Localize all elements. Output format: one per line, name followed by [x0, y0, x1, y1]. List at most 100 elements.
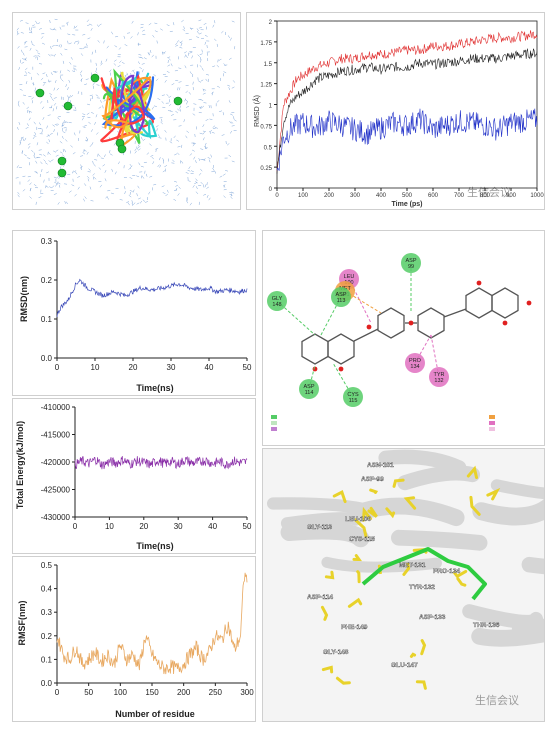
ion-sphere — [117, 144, 127, 154]
water-molecule — [148, 23, 152, 26]
water-molecule — [26, 123, 30, 127]
water-molecule — [111, 168, 113, 172]
solvated-system-panel — [12, 12, 241, 210]
water-molecule — [138, 162, 141, 166]
water-molecule — [82, 34, 86, 36]
water-molecule — [153, 105, 157, 107]
water-molecule — [34, 56, 38, 59]
water-molecule — [198, 80, 201, 83]
water-molecule — [97, 40, 100, 43]
water-molecule — [204, 147, 208, 149]
water-molecule — [46, 74, 48, 78]
water-molecule — [191, 55, 193, 59]
water-molecule — [24, 154, 27, 157]
residue-label-3d: ASP-133 — [419, 614, 446, 621]
water-molecule — [198, 98, 202, 101]
background-helix — [280, 512, 362, 530]
water-molecule — [53, 176, 57, 179]
water-molecule — [89, 94, 93, 97]
water-molecule — [88, 168, 91, 171]
rmsd-ns-ylabel: RMSD(nm) — [19, 276, 29, 322]
water-molecule — [101, 126, 105, 129]
water-molecule — [36, 72, 40, 76]
water-molecule — [142, 199, 146, 202]
water-molecule — [77, 91, 80, 95]
water-molecule — [49, 95, 52, 99]
water-molecule — [138, 56, 142, 59]
water-molecule — [157, 98, 161, 100]
water-molecule — [134, 150, 137, 154]
water-molecule — [156, 40, 158, 44]
water-molecule — [67, 87, 69, 91]
water-molecule — [198, 172, 202, 176]
water-molecule — [148, 191, 151, 195]
water-molecule — [52, 108, 54, 112]
water-molecule — [35, 160, 38, 164]
water-molecule — [83, 198, 85, 202]
water-molecule — [131, 202, 133, 206]
water-molecule — [77, 175, 81, 178]
water-molecule — [87, 24, 90, 26]
water-molecule — [60, 166, 62, 170]
rmsd-ps-xtick-label: 400 — [376, 193, 387, 199]
water-molecule — [149, 143, 152, 146]
water-molecule — [141, 136, 143, 140]
water-molecule — [209, 131, 212, 135]
water-molecule — [53, 150, 56, 153]
water-molecule — [164, 79, 167, 83]
water-molecule — [50, 105, 53, 109]
water-molecule — [68, 42, 72, 45]
water-molecule — [94, 159, 98, 161]
residue-bubble — [405, 353, 425, 373]
water-molecule — [109, 150, 111, 154]
water-molecule — [162, 170, 166, 173]
ligand-sticks — [361, 547, 487, 601]
water-molecule — [27, 157, 31, 159]
water-molecule — [131, 20, 134, 24]
water-molecule — [192, 113, 196, 116]
water-molecule — [192, 143, 196, 145]
water-molecule — [17, 194, 20, 198]
water-molecule — [19, 20, 23, 22]
rmsf-xtick-label: 100 — [114, 688, 128, 697]
water-molecule — [61, 79, 64, 82]
water-molecule — [166, 189, 169, 193]
water-molecule — [199, 53, 203, 56]
rmsd-ps-series-1 — [276, 48, 538, 174]
water-molecule — [49, 186, 53, 189]
water-molecule — [155, 148, 159, 150]
water-molecule — [28, 117, 31, 121]
energy-xtick-label: 50 — [243, 522, 252, 531]
water-molecule — [222, 112, 224, 116]
water-molecule — [201, 49, 203, 53]
water-molecule — [51, 98, 54, 101]
water-molecule — [174, 153, 178, 156]
water-molecule — [179, 46, 183, 49]
residue-label: ASP 113 — [335, 292, 346, 304]
water-molecule — [216, 43, 218, 47]
rmsd-ps-ytick-label: 1.5 — [264, 62, 273, 68]
water-molecule — [198, 32, 202, 35]
protein-background — [266, 449, 544, 647]
residue-bubble — [299, 379, 319, 399]
water-molecule — [126, 201, 130, 203]
residue-bubble — [331, 287, 351, 307]
water-molecule — [212, 24, 215, 28]
water-molecule — [189, 27, 192, 31]
water-molecule — [95, 62, 97, 66]
residue-stick — [415, 680, 427, 690]
water-molecule — [178, 186, 181, 189]
water-molecule — [151, 156, 154, 160]
rmsd-ns-ytick-label: 0.2 — [41, 276, 53, 285]
water-molecule — [87, 116, 91, 118]
residue-bubble — [267, 291, 287, 311]
rmsd-ps-ytick-label: 0 — [269, 187, 273, 193]
ion-sphere — [90, 73, 100, 83]
rmsd-ns-xlabel: Time(ns) — [136, 383, 173, 393]
water-molecule — [81, 117, 84, 121]
water-molecule — [32, 82, 35, 86]
water-molecule — [37, 52, 41, 55]
water-molecule — [96, 24, 100, 28]
water-molecule — [186, 105, 190, 108]
water-molecule — [45, 162, 48, 165]
